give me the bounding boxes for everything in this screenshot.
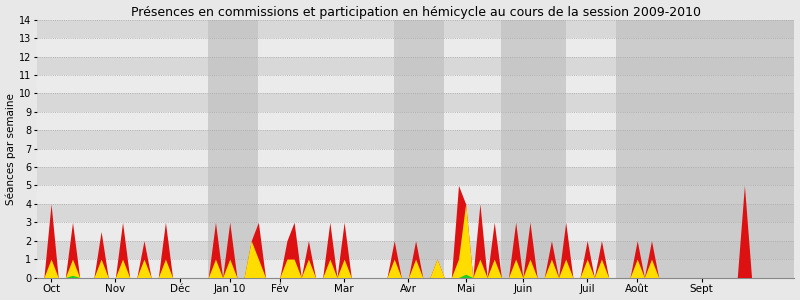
Bar xyxy=(37,56,794,75)
Bar xyxy=(37,185,794,204)
Bar xyxy=(37,38,794,56)
Bar xyxy=(37,75,794,93)
Bar xyxy=(37,112,794,130)
Bar xyxy=(37,93,794,112)
Bar xyxy=(37,204,794,222)
Bar xyxy=(502,20,566,278)
Title: Présences en commissions et participation en hémicycle au cours de la session 20: Présences en commissions et participatio… xyxy=(130,6,701,19)
Bar xyxy=(394,20,444,278)
Bar xyxy=(208,20,258,278)
Bar xyxy=(37,241,794,259)
Bar xyxy=(37,222,794,241)
Bar xyxy=(37,20,794,38)
Bar xyxy=(37,1,794,20)
Bar xyxy=(37,148,794,167)
Bar xyxy=(37,167,794,185)
Bar xyxy=(37,130,794,148)
Y-axis label: Séances par semaine: Séances par semaine xyxy=(6,93,16,205)
Bar xyxy=(37,259,794,278)
Bar xyxy=(680,20,794,278)
Bar xyxy=(616,20,680,278)
